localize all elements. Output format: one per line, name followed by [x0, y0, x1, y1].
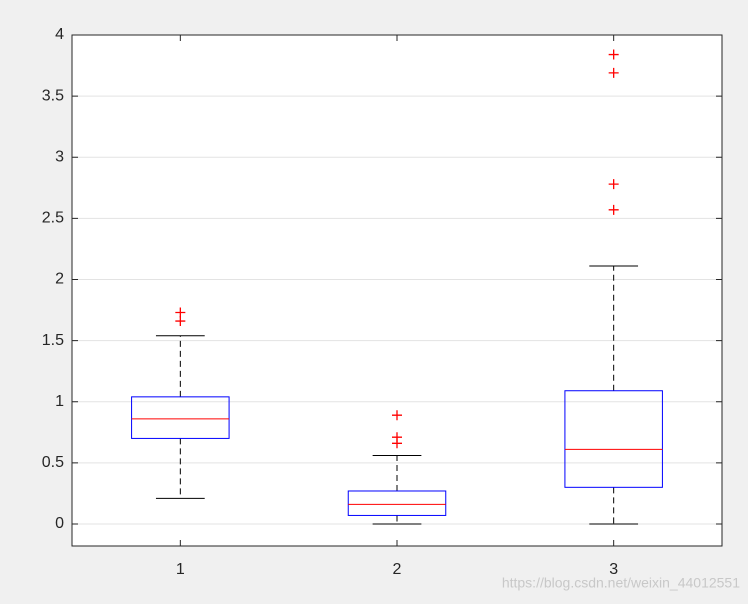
y-tick-label: 0.5 [42, 454, 64, 471]
outlier [608, 179, 619, 190]
y-tick-label: 2.5 [42, 210, 64, 227]
box [347, 490, 447, 516]
outlier [392, 438, 402, 449]
watermark: https://blog.csdn.net/weixin_44012551 [502, 575, 740, 591]
y-tick-label: 1.5 [42, 332, 64, 349]
outlier [175, 307, 186, 318]
outlier [175, 316, 186, 327]
y-tick-label: 4 [55, 26, 64, 43]
x-tick-label: 3 [609, 561, 618, 578]
box [131, 396, 230, 439]
y-tick-label: 3.5 [42, 87, 64, 104]
box [564, 390, 663, 488]
y-tick-label: 2 [55, 271, 64, 288]
outlier [608, 204, 619, 215]
y-tick-label: 3 [55, 148, 64, 165]
x-tick-label: 2 [393, 561, 402, 578]
x-tick-label: 1 [176, 561, 185, 578]
outlier [608, 49, 619, 60]
outlier [608, 67, 619, 78]
y-tick-label: 0 [55, 515, 64, 532]
y-tick-label: 1 [55, 393, 64, 410]
outlier [392, 410, 402, 421]
